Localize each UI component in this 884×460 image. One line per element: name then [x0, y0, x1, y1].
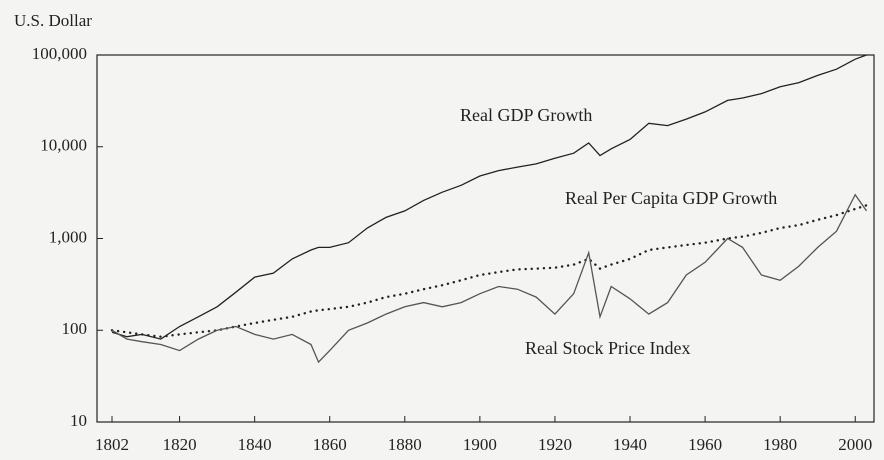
y-tick-label: 100 — [62, 319, 88, 338]
y-tick-label: 10 — [70, 411, 87, 430]
x-tick-label: 1802 — [95, 435, 129, 454]
series-line — [110, 204, 868, 338]
x-tick-label: 1960 — [688, 435, 722, 454]
series-label: Real Per Capita GDP Growth — [565, 188, 777, 208]
y-tick-label: 10,000 — [40, 136, 87, 155]
x-tick-label: 1920 — [538, 435, 572, 454]
series-line — [111, 54, 867, 340]
x-tick-label: 1840 — [238, 435, 272, 454]
series-line — [111, 193, 868, 364]
x-tick-label: 2000 — [838, 435, 872, 454]
series-label: Real GDP Growth — [460, 105, 592, 125]
x-tick-label: 1900 — [463, 435, 497, 454]
x-tick-label: 1940 — [613, 435, 647, 454]
x-tick-label: 1860 — [313, 435, 347, 454]
y-tick-label: 100,000 — [32, 44, 87, 63]
series-label: Real Stock Price Index — [525, 338, 690, 358]
y-axis-label: U.S. Dollar — [14, 11, 92, 30]
x-tick-label: 1820 — [163, 435, 197, 454]
x-tick-label: 1880 — [388, 435, 422, 454]
x-tick-label: 1980 — [763, 435, 797, 454]
y-tick-label: 1,000 — [49, 227, 87, 246]
